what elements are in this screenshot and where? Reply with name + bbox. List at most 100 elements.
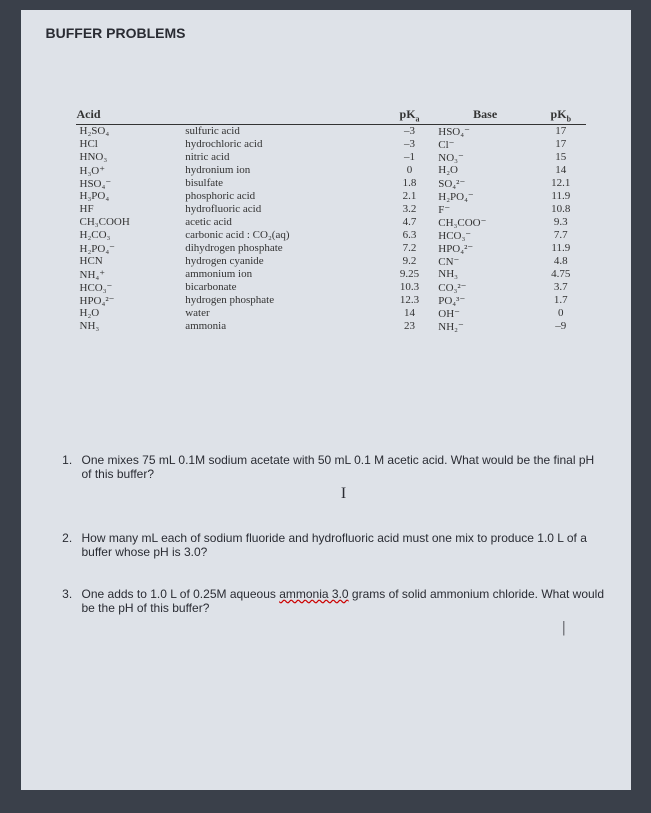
cell-pka: 9.25 — [385, 268, 434, 281]
question-2: How many mL each of sodium fluoride and … — [76, 531, 606, 559]
cell-name: phosphoric acid — [181, 190, 385, 203]
cell-pkb: 14 — [536, 164, 585, 177]
table-row: HClhydrochloric acid–3Cl⁻17 — [76, 138, 586, 151]
text-cursor-icon: | — [82, 619, 566, 637]
cell-pkb: 10.8 — [536, 203, 585, 216]
table-row: NH₄⁺ammonium ion9.25NH₃4.75 — [76, 268, 586, 281]
cell-acid: H₂SO₄ — [76, 125, 182, 139]
cell-pka: 1.8 — [385, 177, 434, 190]
cell-pka: 14 — [385, 307, 434, 320]
cell-base: H₂PO₄⁻ — [434, 190, 536, 203]
cell-name: acetic acid — [181, 216, 385, 229]
cell-pkb: 11.9 — [536, 242, 585, 255]
cell-pka: –3 — [385, 125, 434, 139]
cell-pkb: 9.3 — [536, 216, 585, 229]
cell-base: F⁻ — [434, 203, 536, 216]
cell-pka: –1 — [385, 151, 434, 164]
cell-acid: HCN — [76, 255, 182, 268]
cell-base: HPO₄²⁻ — [434, 242, 536, 255]
cell-name: bicarbonate — [181, 281, 385, 294]
table-row: H₃O⁺hydronium ion0H₂O14 — [76, 164, 586, 177]
cell-pkb: 7.7 — [536, 229, 585, 242]
cell-acid: HCl — [76, 138, 182, 151]
document-page: BUFFER PROBLEMS Acid pKa Base pKb H₂SO₄s… — [21, 10, 631, 790]
col-acid: Acid — [76, 106, 385, 125]
table-row: H₂CO₃carbonic acid : CO₂(aq)6.3HCO₃⁻7.7 — [76, 229, 586, 242]
cell-pka: 4.7 — [385, 216, 434, 229]
cell-pka: 10.3 — [385, 281, 434, 294]
cell-pka: 0 — [385, 164, 434, 177]
cell-base: NH₃ — [434, 268, 536, 281]
cell-base: HSO₄⁻ — [434, 125, 536, 139]
table-row: HFhydrofluoric acid3.2F⁻10.8 — [76, 203, 586, 216]
cell-base: SO₄²⁻ — [434, 177, 536, 190]
cell-pkb: 17 — [536, 125, 585, 139]
cell-pkb: 15 — [536, 151, 585, 164]
cell-name: dihydrogen phosphate — [181, 242, 385, 255]
cell-name: ammonium ion — [181, 268, 385, 281]
table-row: HNO₃nitric acid–1NO₃⁻15 — [76, 151, 586, 164]
table-row: HCO₃⁻bicarbonate10.3CO₃²⁻3.7 — [76, 281, 586, 294]
col-base: Base — [434, 106, 536, 125]
cell-acid: HSO₄⁻ — [76, 177, 182, 190]
question-3-text-a: One adds to 1.0 L of 0.25M aqueous — [82, 587, 280, 601]
cell-acid: H₂CO₃ — [76, 229, 182, 242]
cell-pka: 12.3 — [385, 294, 434, 307]
cell-pka: –3 — [385, 138, 434, 151]
cell-base: HCO₃⁻ — [434, 229, 536, 242]
cell-name: hydrogen phosphate — [181, 294, 385, 307]
cell-base: NO₃⁻ — [434, 151, 536, 164]
pka-table: Acid pKa Base pKb H₂SO₄sulfuric acid–3HS… — [76, 106, 586, 333]
cell-acid: HF — [76, 203, 182, 216]
cell-acid: HCO₃⁻ — [76, 281, 182, 294]
cell-name: hydronium ion — [181, 164, 385, 177]
col-pka-sub: a — [416, 114, 420, 123]
question-1: One mixes 75 mL 0.1M sodium acetate with… — [76, 453, 606, 503]
cell-pkb: 0 — [536, 307, 585, 320]
cell-pka: 7.2 — [385, 242, 434, 255]
table-row: H₂SO₄sulfuric acid–3HSO₄⁻17 — [76, 125, 586, 139]
table-body: H₂SO₄sulfuric acid–3HSO₄⁻17HClhydrochlor… — [76, 125, 586, 334]
cell-pka: 3.2 — [385, 203, 434, 216]
cell-base: CN⁻ — [434, 255, 536, 268]
cell-pkb: 17 — [536, 138, 585, 151]
cell-name: carbonic acid : CO₂(aq) — [181, 229, 385, 242]
cell-name: water — [181, 307, 385, 320]
cell-name: hydrochloric acid — [181, 138, 385, 151]
col-pka: pKa — [385, 106, 434, 125]
cell-acid: NH₃ — [76, 320, 182, 333]
table-row: H₂PO₄⁻dihydrogen phosphate7.2HPO₄²⁻11.9 — [76, 242, 586, 255]
table-row: HSO₄⁻bisulfate1.8SO₄²⁻12.1 — [76, 177, 586, 190]
question-3: One adds to 1.0 L of 0.25M aqueous ammon… — [76, 587, 606, 637]
questions-section: One mixes 75 mL 0.1M sodium acetate with… — [46, 453, 606, 637]
table-row: NH₃ammonia23NH₂⁻–9 — [76, 320, 586, 333]
cell-name: bisulfate — [181, 177, 385, 190]
cell-name: sulfuric acid — [181, 125, 385, 139]
cell-acid: HPO₄²⁻ — [76, 294, 182, 307]
cell-name: hydrogen cyanide — [181, 255, 385, 268]
cell-acid: H₃O⁺ — [76, 164, 182, 177]
cell-acid: HNO₃ — [76, 151, 182, 164]
question-3-wavy: ammonia 3.0 — [279, 587, 348, 601]
cell-acid: H₂PO₄⁻ — [76, 242, 182, 255]
cell-base: PO₄³⁻ — [434, 294, 536, 307]
cell-acid: H₂O — [76, 307, 182, 320]
cell-pka: 6.3 — [385, 229, 434, 242]
cell-pkb: 12.1 — [536, 177, 585, 190]
cell-name: nitric acid — [181, 151, 385, 164]
cell-base: OH⁻ — [434, 307, 536, 320]
col-pkb: pKb — [536, 106, 585, 125]
cell-name: hydrofluoric acid — [181, 203, 385, 216]
col-pkb-label: pK — [551, 107, 567, 121]
pka-table-container: Acid pKa Base pKb H₂SO₄sulfuric acid–3HS… — [76, 106, 586, 333]
table-row: H₃PO₄phosphoric acid2.1H₂PO₄⁻11.9 — [76, 190, 586, 203]
col-base-label: Base — [473, 107, 497, 121]
table-header-row: Acid pKa Base pKb — [76, 106, 586, 125]
cell-pka: 23 — [385, 320, 434, 333]
cell-pka: 2.1 — [385, 190, 434, 203]
cell-pkb: 3.7 — [536, 281, 585, 294]
cell-base: CH₃COO⁻ — [434, 216, 536, 229]
cell-acid: CH₃COOH — [76, 216, 182, 229]
cell-pkb: 4.75 — [536, 268, 585, 281]
question-1-text: One mixes 75 mL 0.1M sodium acetate with… — [82, 453, 595, 481]
